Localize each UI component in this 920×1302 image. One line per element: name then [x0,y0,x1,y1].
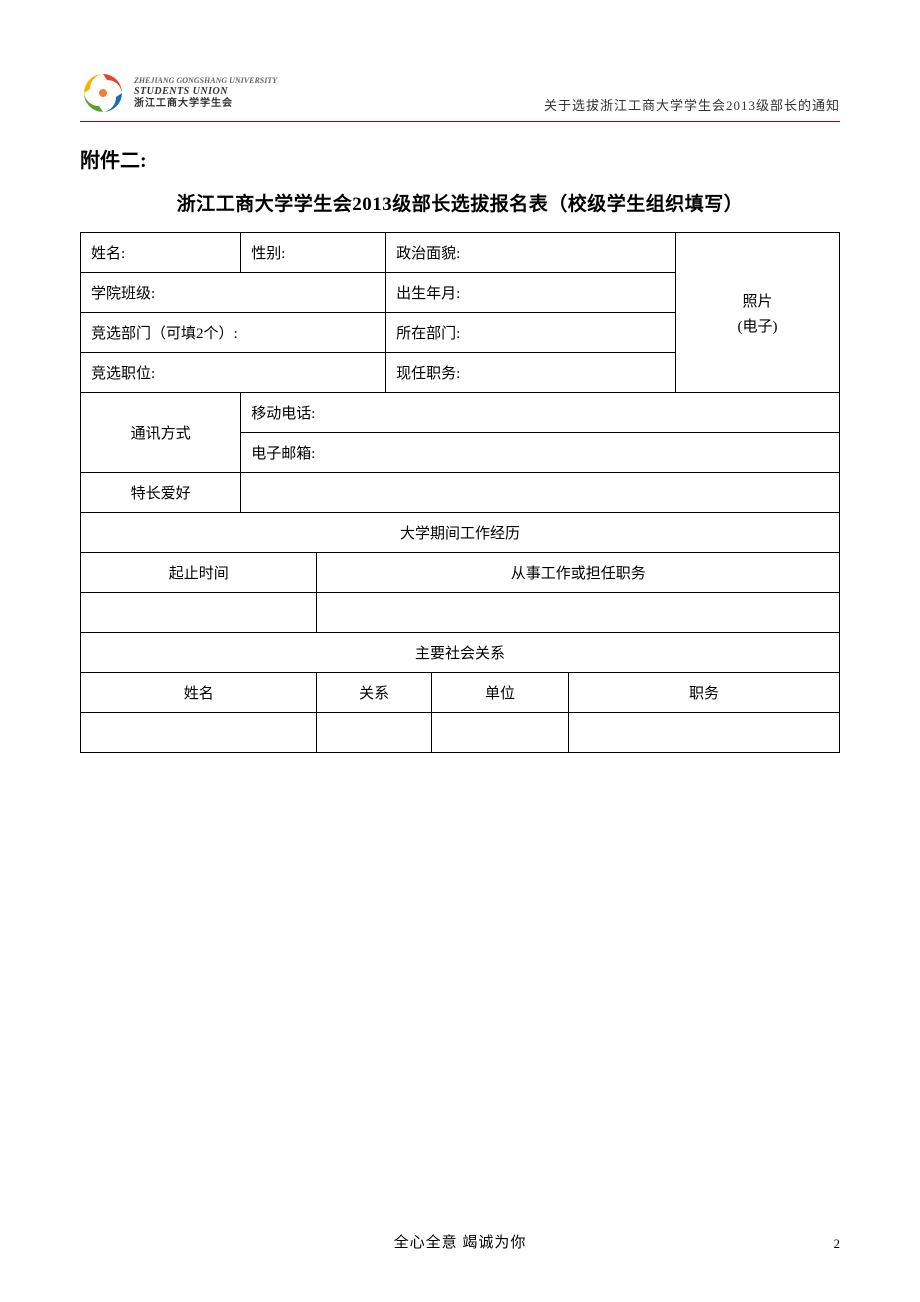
current-dept-label: 所在部门: [386,313,676,353]
photo-line2: (电子) [686,315,829,336]
footer-motto: 全心全意 竭诚为你 [0,1231,920,1252]
relation-value [317,713,431,753]
logo-icon [80,70,126,116]
photo-line1: 照片 [686,290,829,311]
social-relations-header: 主要社会关系 [81,633,840,673]
application-form-table: 姓名: 性别: 政治面貌: 照片 (电子) 学院班级: 出生年月: 竞选部门（可… [80,232,840,753]
period-label: 起止时间 [81,553,317,593]
attachment-label: 附件二: [80,144,840,173]
birth-label: 出生年月: [386,273,676,313]
rel-position-label: 职务 [569,673,840,713]
period-value [81,593,317,633]
table-row [81,593,840,633]
current-position-label: 现任职务: [386,353,676,393]
logo-en-line2: STUDENTS UNION [134,86,277,98]
rel-name-value [81,713,317,753]
form-title: 浙江工商大学学生会2013级部长选拔报名表（校级学生组织填写） [80,189,840,216]
unit-label: 单位 [431,673,568,713]
gender-label: 性别: [241,233,386,273]
table-row: 特长爱好 [81,473,840,513]
name-label: 姓名: [81,233,241,273]
header-right-text: 关于选拔浙江工商大学学生会2013级部长的通知 [544,95,840,116]
political-label: 政治面貌: [386,233,676,273]
table-row: 主要社会关系 [81,633,840,673]
email-label: 电子邮箱: [241,433,840,473]
page-number: 2 [834,1236,841,1252]
table-row: 姓名 关系 单位 职务 [81,673,840,713]
table-row: 起止时间 从事工作或担任职务 [81,553,840,593]
page-header: ZHEJIANG GONGSHANG UNIVERSITY STUDENTS U… [80,70,840,122]
rel-position-value [569,713,840,753]
table-row [81,713,840,753]
relation-label: 关系 [317,673,431,713]
logo-en-line1: ZHEJIANG GONGSHANG UNIVERSITY [134,76,277,86]
table-row: 通讯方式 移动电话: [81,393,840,433]
unit-value [431,713,568,753]
contact-label: 通讯方式 [81,393,241,473]
job-position-label: 从事工作或担任职务 [317,553,840,593]
job-position-value [317,593,840,633]
campaign-dept-label: 竞选部门（可填2个）: [81,313,386,353]
campaign-position-label: 竞选职位: [81,353,386,393]
table-row: 大学期间工作经历 [81,513,840,553]
specialty-label: 特长爱好 [81,473,241,513]
table-row: 姓名: 性别: 政治面貌: 照片 (电子) [81,233,840,273]
college-class-label: 学院班级: [81,273,386,313]
logo-text: ZHEJIANG GONGSHANG UNIVERSITY STUDENTS U… [134,76,277,110]
work-experience-header: 大学期间工作经历 [81,513,840,553]
rel-name-label: 姓名 [81,673,317,713]
mobile-label: 移动电话: [241,393,840,433]
photo-cell: 照片 (电子) [675,233,839,393]
logo-cn: 浙江工商大学学生会 [134,98,277,110]
logo-block: ZHEJIANG GONGSHANG UNIVERSITY STUDENTS U… [80,70,277,116]
specialty-value [241,473,840,513]
